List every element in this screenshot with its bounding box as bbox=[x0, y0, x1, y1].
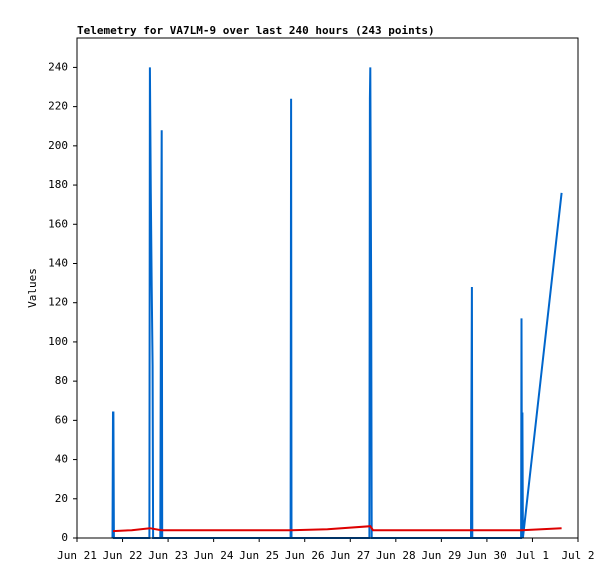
y-tick-label: 160 bbox=[48, 217, 68, 230]
y-axis-label: Values bbox=[26, 268, 39, 308]
chart-title: Telemetry for VA7LM-9 over last 240 hour… bbox=[77, 24, 435, 37]
x-tick-label: Jun 23 bbox=[148, 549, 188, 562]
y-tick-label: 180 bbox=[48, 178, 68, 191]
y-tick-label: 220 bbox=[48, 100, 68, 113]
y-tick-label: 140 bbox=[48, 256, 68, 269]
y-tick-label: 100 bbox=[48, 335, 68, 348]
x-tick-label: Jun 25 bbox=[239, 549, 279, 562]
y-tick-label: 80 bbox=[55, 374, 68, 387]
x-tick-label: Jun 29 bbox=[421, 549, 461, 562]
y-tick-label: 240 bbox=[48, 60, 68, 73]
x-tick-label: Jun 30 bbox=[467, 549, 507, 562]
data-line bbox=[112, 525, 562, 533]
y-tick-label: 20 bbox=[55, 492, 68, 505]
x-tick-label: Jun 27 bbox=[330, 549, 370, 562]
data-line bbox=[111, 67, 563, 539]
y-tick-label: 120 bbox=[48, 296, 68, 309]
x-tick-label: Jul 1 bbox=[516, 549, 549, 562]
x-tick-label: Jun 24 bbox=[194, 549, 234, 562]
y-tick-label: 200 bbox=[48, 139, 68, 152]
y-tick-label: 0 bbox=[61, 531, 68, 544]
y-tick-label: 40 bbox=[55, 453, 68, 466]
x-tick-label: Jun 26 bbox=[285, 549, 325, 562]
x-tick-label: Jun 28 bbox=[376, 549, 416, 562]
x-tick-label: Jun 22 bbox=[103, 549, 143, 562]
x-tick-label: Jul 2 bbox=[561, 549, 594, 562]
x-tick-label: Jun 21 bbox=[57, 549, 97, 562]
y-tick-label: 60 bbox=[55, 413, 68, 426]
